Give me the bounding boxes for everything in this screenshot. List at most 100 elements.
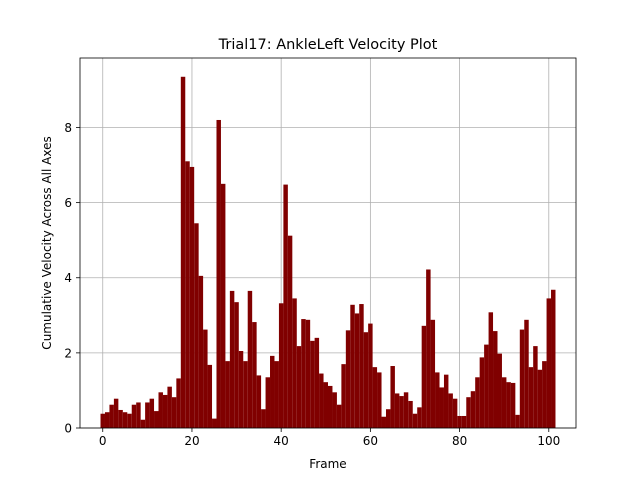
bar <box>287 235 293 428</box>
bar <box>542 361 547 428</box>
y-tick-label: 4 <box>64 271 72 285</box>
bar <box>399 396 404 428</box>
bar <box>274 361 279 428</box>
bar <box>198 275 204 428</box>
bar <box>167 386 172 428</box>
bar <box>354 313 360 428</box>
bar <box>323 382 328 428</box>
bar <box>363 332 369 428</box>
bar <box>278 303 284 428</box>
bar <box>403 392 409 428</box>
bar <box>426 269 431 428</box>
bar <box>145 402 150 428</box>
bar <box>225 361 230 428</box>
y-tick-label: 0 <box>64 422 72 436</box>
bar <box>162 394 168 428</box>
chart-title: Trial17: AnkleLeft Velocity Plot <box>218 37 438 53</box>
bar <box>229 290 235 428</box>
bar <box>319 373 324 428</box>
x-tick-label: 0 <box>99 434 107 448</box>
bar <box>238 350 244 428</box>
bar <box>314 337 320 428</box>
bar <box>372 367 378 428</box>
bar <box>305 319 311 428</box>
bar <box>461 415 467 428</box>
bar <box>149 398 155 428</box>
bar <box>551 289 556 428</box>
x-tick-label: 60 <box>363 434 378 448</box>
x-tick-label: 40 <box>274 434 289 448</box>
bar <box>443 374 449 428</box>
bar <box>171 397 177 428</box>
bar <box>488 312 494 428</box>
bar <box>194 223 199 428</box>
bar <box>216 119 221 428</box>
x-tick-label: 100 <box>537 434 560 448</box>
bar <box>136 402 141 428</box>
bar <box>501 377 507 428</box>
bar <box>470 391 476 428</box>
bar <box>345 330 351 428</box>
bar <box>430 319 436 428</box>
bar <box>506 382 511 428</box>
bar <box>270 355 275 428</box>
bar <box>421 325 427 428</box>
x-tick-label: 80 <box>452 434 467 448</box>
bar <box>497 353 502 428</box>
bar <box>100 413 105 428</box>
bar <box>310 340 315 428</box>
bar <box>394 393 400 428</box>
bar <box>158 392 163 428</box>
bar <box>127 413 132 428</box>
bar <box>122 412 128 428</box>
bar <box>377 372 382 428</box>
bar <box>524 319 529 428</box>
bar <box>484 344 489 428</box>
bar <box>519 329 525 428</box>
bar <box>292 298 297 428</box>
bar <box>113 398 119 428</box>
bar <box>336 404 342 428</box>
bar <box>457 415 462 428</box>
bar <box>252 322 257 428</box>
bar <box>537 369 543 428</box>
bar <box>493 331 498 428</box>
bar <box>256 375 262 428</box>
bar <box>368 323 373 428</box>
bar <box>296 346 302 428</box>
bar <box>154 411 159 428</box>
bar <box>180 76 186 428</box>
bar <box>140 419 146 428</box>
plot-frame <box>79 57 577 429</box>
bar <box>131 404 137 428</box>
bar <box>212 418 217 428</box>
bar <box>546 298 552 428</box>
y-axis-label: Cumulative Velocity Across All Axes <box>40 136 54 349</box>
axis-ticks: 0 20 40 60 80 100 0 2 4 6 8 <box>64 121 560 448</box>
bar <box>283 184 288 428</box>
bar <box>448 393 453 428</box>
bar <box>479 357 485 428</box>
bar <box>359 304 364 428</box>
bar <box>350 304 355 428</box>
bar <box>247 290 253 428</box>
bars <box>100 76 556 428</box>
x-axis-label: Frame <box>309 457 346 471</box>
bar <box>439 387 444 428</box>
bar <box>528 367 534 428</box>
bar <box>332 392 337 428</box>
bar <box>533 346 538 428</box>
y-tick-label: 8 <box>64 121 72 135</box>
bar <box>220 183 226 428</box>
bar <box>381 416 386 428</box>
x-tick-label: 20 <box>184 434 199 448</box>
bar <box>385 409 391 428</box>
bar <box>417 407 422 428</box>
bar <box>189 166 195 428</box>
bar <box>118 409 123 428</box>
bar <box>510 382 516 428</box>
bar <box>234 302 239 428</box>
bar <box>515 414 520 428</box>
bar <box>408 400 413 428</box>
